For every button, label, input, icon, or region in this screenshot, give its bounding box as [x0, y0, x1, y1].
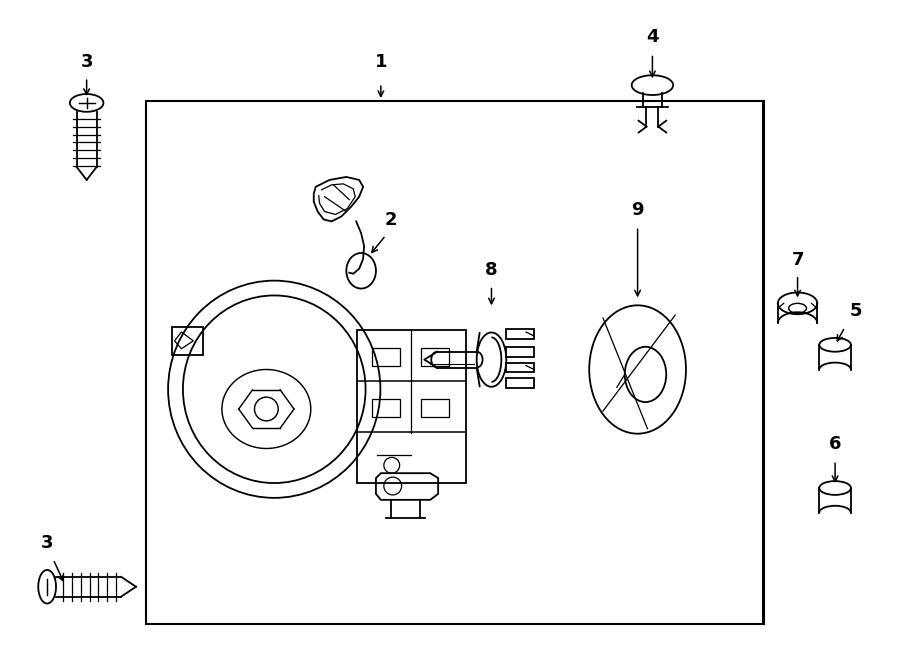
Text: 3: 3	[40, 534, 53, 552]
Bar	[507, 329, 534, 339]
Bar	[507, 347, 534, 357]
Bar	[372, 399, 400, 417]
Bar	[172, 327, 203, 355]
Bar	[421, 399, 449, 417]
Bar	[507, 363, 534, 372]
Bar	[421, 348, 449, 366]
Text: 2: 2	[384, 212, 397, 229]
Text: 4: 4	[646, 28, 659, 46]
Bar	[372, 348, 400, 366]
Text: 8: 8	[485, 260, 498, 279]
Text: 9: 9	[632, 202, 644, 219]
Bar	[146, 101, 763, 624]
Text: 5: 5	[850, 302, 862, 320]
Text: 7: 7	[791, 251, 804, 269]
Bar	[357, 330, 466, 483]
Bar	[507, 378, 534, 388]
Text: 3: 3	[80, 54, 93, 71]
Text: 6: 6	[829, 436, 842, 453]
Text: 1: 1	[374, 54, 387, 71]
